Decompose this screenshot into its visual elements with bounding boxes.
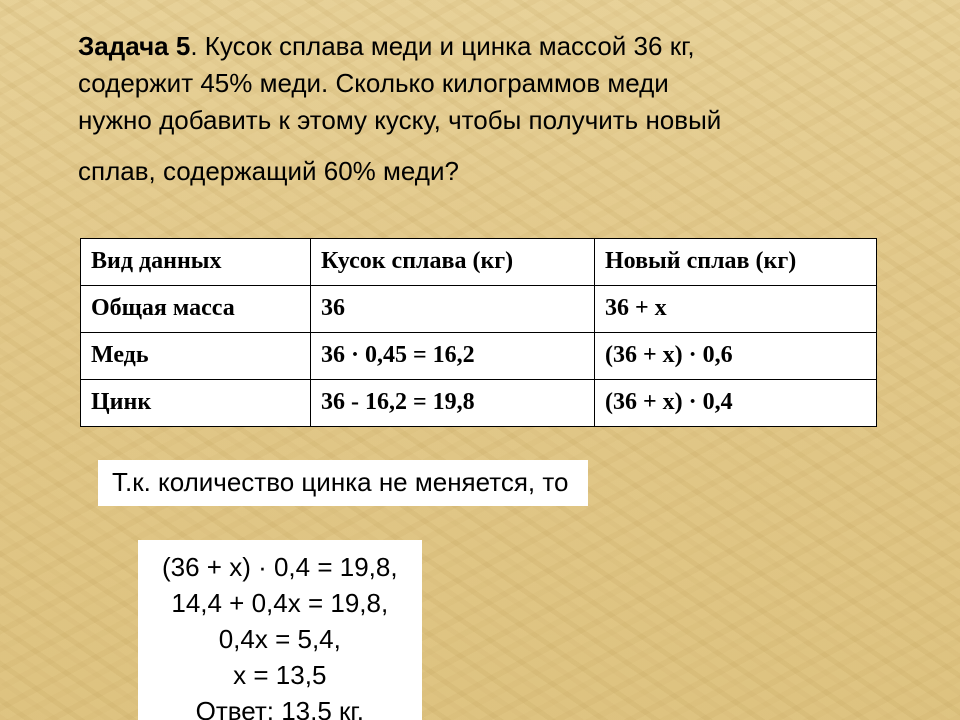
table-header-cell: Кусок сплава (кг) bbox=[311, 239, 595, 286]
data-table-container: Вид данных Кусок сплава (кг) Новый сплав… bbox=[80, 238, 876, 427]
table-cell: Цинк bbox=[81, 380, 311, 427]
solution-line: х = 13,5 bbox=[162, 658, 398, 694]
note-box: Т.к. количество цинка не меняется, то bbox=[98, 460, 588, 506]
table-header-cell: Вид данных bbox=[81, 239, 311, 286]
table-row: Цинк 36 - 16,2 = 19,8 (36 + х) · 0,4 bbox=[81, 380, 877, 427]
solution-line: 14,4 + 0,4х = 19,8, bbox=[162, 586, 398, 622]
table-cell: Медь bbox=[81, 333, 311, 380]
table-row: Вид данных Кусок сплава (кг) Новый сплав… bbox=[81, 239, 877, 286]
solution-line: (36 + х) · 0,4 = 19,8, bbox=[162, 550, 398, 586]
solution-box: (36 + х) · 0,4 = 19,8, 14,4 + 0,4х = 19,… bbox=[138, 540, 422, 720]
solution-line: Ответ: 13,5 кг. bbox=[162, 694, 398, 720]
table-row: Общая масса 36 36 + х bbox=[81, 286, 877, 333]
data-table: Вид данных Кусок сплава (кг) Новый сплав… bbox=[80, 238, 877, 427]
table-row: Медь 36 · 0,45 = 16,2 (36 + х) · 0,6 bbox=[81, 333, 877, 380]
problem-label: Задача 5 bbox=[78, 31, 190, 61]
problem-statement: Задача 5. Кусок сплава меди и цинка масс… bbox=[78, 28, 910, 190]
problem-line-2: содержит 45% меди. Сколько килограммов м… bbox=[78, 65, 910, 102]
problem-line-4: сплав, содержащий 60% меди? bbox=[78, 153, 910, 190]
table-cell: 36 + х bbox=[595, 286, 877, 333]
solution-line: 0,4х = 5,4, bbox=[162, 622, 398, 658]
table-cell: 36 · 0,45 = 16,2 bbox=[311, 333, 595, 380]
table-cell: 36 bbox=[311, 286, 595, 333]
problem-text-1: . Кусок сплава меди и цинка массой 36 кг… bbox=[190, 31, 694, 61]
table-header-cell: Новый сплав (кг) bbox=[595, 239, 877, 286]
problem-line-1: Задача 5. Кусок сплава меди и цинка масс… bbox=[78, 28, 910, 65]
table-cell: (36 + х) · 0,4 bbox=[595, 380, 877, 427]
table-cell: 36 - 16,2 = 19,8 bbox=[311, 380, 595, 427]
table-cell: Общая масса bbox=[81, 286, 311, 333]
problem-line-3: нужно добавить к этому куску, чтобы полу… bbox=[78, 102, 910, 139]
table-cell: (36 + х) · 0,6 bbox=[595, 333, 877, 380]
